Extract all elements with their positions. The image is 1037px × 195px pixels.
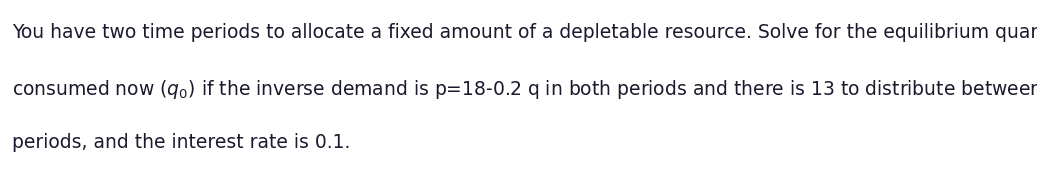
Text: consumed now ($q_0$) if the inverse demand is p=18-0.2 q in both periods and the: consumed now ($q_0$) if the inverse dema… bbox=[12, 78, 1037, 101]
Text: periods, and the interest rate is 0.1.: periods, and the interest rate is 0.1. bbox=[12, 133, 351, 152]
Text: You have two time periods to allocate a fixed amount of a depletable resource. S: You have two time periods to allocate a … bbox=[12, 23, 1037, 42]
